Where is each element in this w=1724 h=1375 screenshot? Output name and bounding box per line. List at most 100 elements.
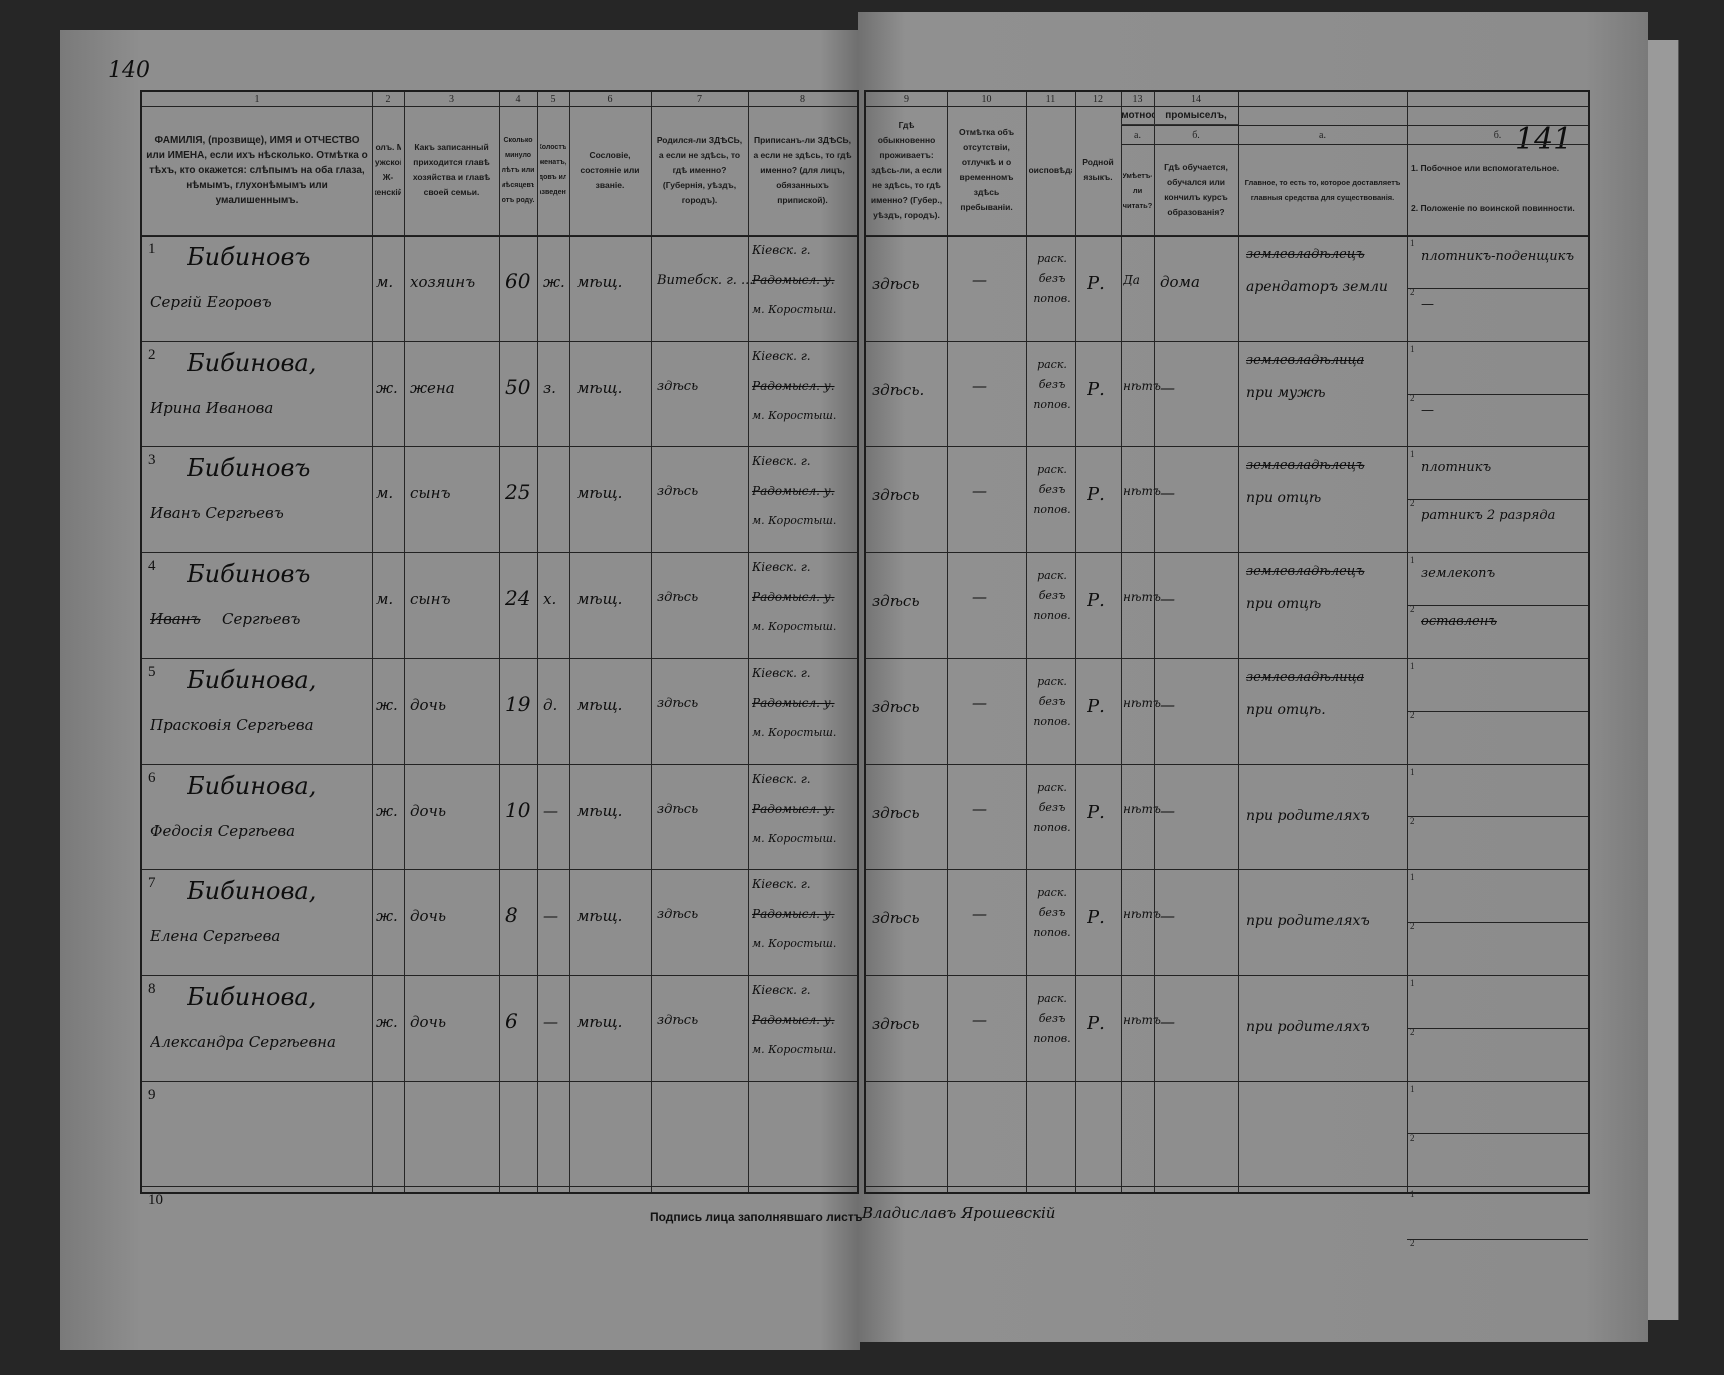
page-number-right: 141 [1515, 122, 1573, 157]
column-header: Гдѣ обыкновенно проживаетъ: здѣсь-ли, а … [870, 119, 943, 220]
sub-item-2: 2 [1410, 815, 1415, 826]
given-name: Сергій Егоровъ [150, 293, 272, 311]
column-divider [1154, 92, 1155, 1192]
row-number: 8 [148, 980, 156, 997]
registered-province: Кіевск. г. [752, 243, 811, 257]
religion: раск. безъ попов. [1033, 780, 1071, 834]
birthplace: здѣсь [657, 378, 699, 394]
marital-status: ж. [543, 273, 565, 291]
sub-row-divider [1407, 1239, 1588, 1241]
estate: мѣщ. [577, 273, 623, 291]
column-number: 10 [981, 94, 992, 105]
column-divider [569, 92, 570, 1192]
main-occupation: при родителяхъ [1246, 807, 1370, 824]
header-num-divider [866, 106, 1588, 107]
sub-item-1: 1 [1410, 238, 1415, 248]
column-number: 9 [904, 94, 909, 105]
sub-row-divider [1407, 1133, 1588, 1135]
marital-status: — [543, 1012, 558, 1031]
surname: Бибиновъ [187, 454, 311, 483]
registered-province: Кіевск. г. [752, 454, 811, 469]
left-page [60, 30, 860, 1350]
education: — [1160, 695, 1175, 714]
sub-divider [1238, 144, 1588, 145]
column-header: Родной языкъ. [1082, 157, 1114, 182]
education: — [1160, 1012, 1175, 1031]
row-divider [142, 235, 857, 236]
sub-item-1: 1 [1410, 660, 1415, 671]
relation: дочь [410, 801, 447, 820]
residence: здѣсь [872, 803, 920, 822]
can-read: нѣтъ [1123, 590, 1161, 605]
birthplace: здѣсь [657, 1012, 699, 1028]
main-occupation: при отцѣ [1246, 490, 1322, 507]
residence: здѣсь [872, 697, 920, 716]
row-divider [142, 1080, 857, 1082]
education: — [1160, 590, 1175, 609]
subcolumn-header: Главное, то есть то, которое доставляетъ… [1244, 178, 1401, 202]
birthplace: здѣсь [657, 907, 699, 923]
row-divider [142, 1186, 857, 1188]
birthplace: здѣсь [657, 484, 699, 500]
surname: Бибиновъ [187, 243, 311, 271]
sub-item-1: 1 [1410, 1083, 1415, 1094]
column-number: 1 [254, 94, 260, 105]
column-header: Вѣроисповѣданіе. [1029, 164, 1072, 175]
row-number: 2 [148, 346, 156, 363]
row-divider [866, 1186, 1588, 1188]
row-divider [866, 763, 1588, 765]
sex: м. [376, 590, 394, 609]
census-table-right: 910111213Грамотность.14Занятіе, ремесло,… [864, 90, 1590, 1248]
sub-item-1: 1 [1410, 766, 1415, 777]
column-divider [947, 92, 948, 1192]
column-header: Холостъ, женатъ, вдовъ или разведенъ. [540, 144, 566, 196]
column-divider [1121, 92, 1122, 1192]
row-divider [142, 869, 857, 871]
native-language: Р. [1087, 378, 1105, 400]
residence: здѣсь [872, 486, 920, 505]
registered-town: м. Коростыш. [752, 408, 837, 422]
military-status: — [1421, 297, 1434, 312]
native-language: Р. [1087, 695, 1105, 717]
age: 25 [505, 480, 531, 505]
group-divider [1238, 125, 1588, 126]
main-occupation: при отцѣ. [1246, 701, 1326, 718]
column-number: 14 [1191, 94, 1201, 105]
estate: мѣщ. [577, 1012, 623, 1031]
column-header: Родился-ли ЗДѢСЬ, а если не здѣсь, то гд… [656, 134, 743, 205]
military-status: ратникъ 2 разряда [1421, 508, 1556, 524]
row-number: 6 [148, 769, 156, 786]
marital-status: д. [543, 695, 558, 714]
header-row [142, 92, 857, 237]
sub-item-2: 2 [1410, 1026, 1415, 1037]
age: 50 [505, 374, 531, 399]
column-divider [499, 92, 500, 1192]
column-header: ФАМИЛІЯ, (прозвище), ИМЯ и ОТЧЕСТВО или … [146, 134, 368, 206]
column-divider [404, 92, 405, 1192]
column-number: 13 [1132, 94, 1143, 105]
age: 8 [505, 903, 518, 928]
relation: сынъ [410, 590, 451, 609]
sub-item-1: 1 [1410, 1189, 1415, 1200]
registered-district: Радомысл. у. [752, 1012, 835, 1027]
subcolumn-header: Умѣетъ-ли читать? [1123, 170, 1152, 210]
side-occupation: землекопъ [1421, 566, 1496, 582]
column-divider [537, 92, 538, 1192]
native-language: Р. [1087, 484, 1105, 506]
sub-item-1: 1 [1410, 555, 1415, 566]
sex: ж. [376, 907, 398, 926]
residence: здѣсь [872, 275, 920, 293]
absence-mark: — [972, 271, 987, 289]
row-number: 7 [148, 875, 156, 892]
relation: дочь [410, 1012, 447, 1031]
age: 19 [505, 691, 531, 716]
registered-province: Кіевск. г. [752, 982, 811, 997]
birthplace: здѣсь [657, 590, 699, 606]
registered-town: м. Коростыш. [752, 937, 837, 951]
can-read: нѣтъ [1123, 907, 1161, 922]
row-divider [866, 974, 1588, 976]
age: 24 [505, 586, 531, 611]
sub-row-divider [1407, 1027, 1588, 1029]
row-number: 3 [148, 452, 156, 469]
religion: раск. безъ попов. [1033, 569, 1071, 623]
